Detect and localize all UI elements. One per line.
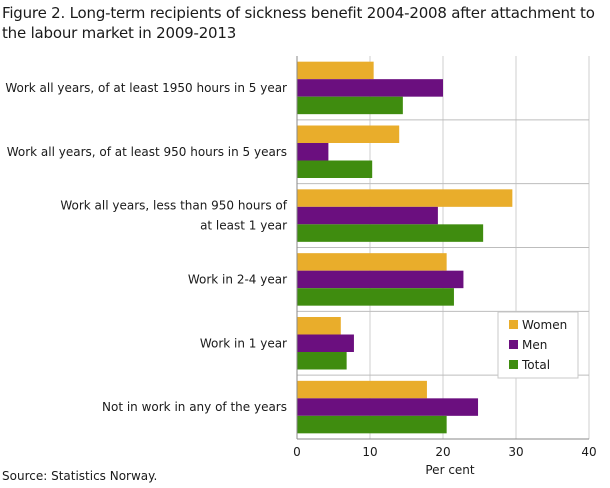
bar-women xyxy=(297,380,427,399)
source-note: Source: Statistics Norway. xyxy=(2,469,158,483)
legend-swatch-men xyxy=(509,340,518,349)
legend: Women Men Total xyxy=(497,311,579,379)
bar-total xyxy=(297,415,447,434)
x-axis-label: Per cent xyxy=(425,463,475,477)
bar-men xyxy=(297,270,464,289)
bar-women xyxy=(297,317,341,335)
chart-title: Figure 2. Long-term recipients of sickne… xyxy=(2,4,595,42)
category-label: Work in 1 year xyxy=(200,336,287,350)
bar-women xyxy=(297,189,513,207)
category-labels: Work all years, of at least 1950 hours i… xyxy=(5,81,287,414)
x-tick-label: 10 xyxy=(362,445,377,459)
bar-women xyxy=(297,253,447,271)
legend-label-total: Total xyxy=(521,358,550,372)
legend-swatch-women xyxy=(509,320,518,329)
category-label: Work all years, less than 950 hours of xyxy=(60,199,287,213)
bar-total xyxy=(297,160,373,178)
bar-total xyxy=(297,288,454,306)
category-label: Work in 2-4 year xyxy=(188,272,287,286)
bar-total xyxy=(297,224,484,242)
category-label: Not in work in any of the years xyxy=(102,400,287,414)
legend-label-women: Women xyxy=(522,318,567,332)
axis-frame xyxy=(296,56,589,440)
category-label: Work all years, of at least 950 hours in… xyxy=(7,145,287,159)
bar-men xyxy=(297,398,479,416)
bar-total xyxy=(297,352,347,370)
x-tick-label: 40 xyxy=(581,445,596,459)
bar-men xyxy=(297,143,329,161)
bar-men xyxy=(297,206,438,225)
bars xyxy=(297,61,513,434)
x-tick-label: 0 xyxy=(293,445,301,459)
category-label: at least 1 year xyxy=(200,219,287,233)
x-tick-label: 30 xyxy=(508,445,523,459)
legend-label-men: Men xyxy=(522,338,547,352)
bar-total xyxy=(297,96,403,115)
x-tick-label: 20 xyxy=(435,445,450,459)
x-tick-labels: 0 10 20 30 40 xyxy=(293,445,596,459)
bar-women xyxy=(297,61,374,80)
bar-women xyxy=(297,125,400,143)
legend-swatch-total xyxy=(509,360,518,369)
category-label: Work all years, of at least 1950 hours i… xyxy=(5,81,287,95)
bar-men xyxy=(297,79,443,97)
bar-men xyxy=(297,334,354,352)
